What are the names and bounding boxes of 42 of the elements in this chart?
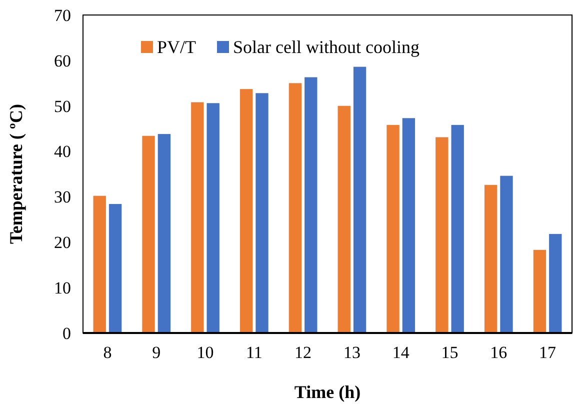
bar (142, 136, 155, 333)
bar (386, 124, 400, 333)
legend-label: PV/T (157, 37, 196, 57)
y-tick-label: 0 (62, 324, 71, 343)
x-tick-label: 10 (196, 343, 214, 362)
bar (304, 77, 318, 333)
y-tick-label: 30 (54, 188, 71, 207)
x-axis-title: Time (h) (294, 382, 361, 402)
bar (436, 137, 448, 333)
x-tick-label: 8 (103, 343, 112, 362)
y-tick-label: 40 (54, 142, 71, 162)
y-tick-label: 10 (54, 278, 71, 298)
x-tick-label: 13 (343, 343, 360, 362)
bar (533, 250, 546, 333)
bar (191, 102, 204, 333)
bar (484, 184, 498, 333)
bar (353, 66, 366, 333)
x-tick-label: 12 (294, 343, 312, 362)
bar (206, 103, 220, 333)
y-tick-label: 60 (54, 51, 71, 70)
x-tick-label: 14 (392, 343, 410, 362)
bar (240, 89, 253, 333)
bar (338, 106, 350, 333)
x-tick-label: 9 (152, 343, 161, 362)
x-tick-label: 11 (246, 343, 262, 362)
bar (108, 204, 122, 333)
legend-label: Solar cell without cooling (233, 37, 420, 57)
bar (93, 196, 106, 333)
bar (549, 234, 562, 333)
x-tick-label: 17 (539, 343, 557, 362)
y-axis-title: Temperature ( ºC) (6, 104, 26, 244)
bar (451, 124, 464, 333)
bar (500, 176, 513, 333)
bar (158, 134, 171, 333)
y-tick-label: 70 (54, 6, 71, 25)
bar (288, 83, 302, 333)
y-tick-label: 20 (54, 233, 71, 252)
x-tick-label: 16 (490, 343, 508, 362)
y-tick-label: 50 (54, 96, 71, 116)
x-tick-label: 15 (441, 343, 458, 362)
bar (402, 118, 416, 333)
bar (256, 93, 268, 333)
